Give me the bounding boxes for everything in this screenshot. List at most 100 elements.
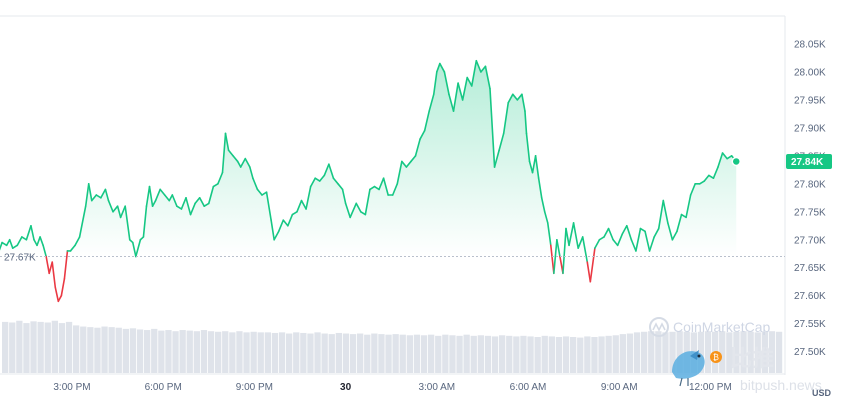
price-segment-up xyxy=(373,185,380,191)
price-segment-down xyxy=(586,261,592,283)
volume-bar xyxy=(94,327,101,373)
price-segment-up xyxy=(414,138,421,157)
price-segment-up xyxy=(630,238,637,252)
price-segment-up xyxy=(90,194,98,202)
price-segment-up xyxy=(439,62,446,73)
price-segment-up xyxy=(189,202,196,216)
volume-bar xyxy=(570,337,577,373)
price-segment-up xyxy=(198,196,206,207)
y-tick-label: 27.55K xyxy=(794,319,826,330)
price-segment-up xyxy=(534,155,540,180)
price-segment-up xyxy=(537,177,543,199)
volume-bar xyxy=(286,333,293,373)
volume-bar xyxy=(186,330,193,373)
x-tick-label: 6:00 PM xyxy=(145,382,182,393)
volume-bar xyxy=(392,334,399,373)
y-axis-ticks: 28.05K28.00K27.95K27.90K27.85K27.80K27.7… xyxy=(794,39,826,358)
price-segment-up xyxy=(540,196,546,213)
price-segment-up xyxy=(568,222,575,247)
price-segment-up xyxy=(717,152,724,168)
volume-bar xyxy=(293,332,300,373)
price-segment-up xyxy=(36,236,41,247)
volume-bar xyxy=(435,335,442,373)
price-segment-up xyxy=(369,185,376,191)
volume-bar xyxy=(406,335,413,373)
price-segment-up xyxy=(726,155,733,160)
volume-bar xyxy=(65,321,73,373)
price-segment-up xyxy=(100,188,107,199)
price-segment-up xyxy=(396,160,403,185)
price-segment-up xyxy=(236,160,242,168)
volume-bar xyxy=(612,335,619,373)
volume-bar xyxy=(513,336,520,373)
price-segment-up xyxy=(296,199,303,213)
volume-bar xyxy=(278,332,286,373)
price-segment-up xyxy=(256,188,263,196)
volume-bar xyxy=(257,332,264,373)
price-segment-up xyxy=(689,183,697,196)
price-segment-up xyxy=(8,238,14,249)
price-segment-up xyxy=(493,149,500,168)
price-segment-up xyxy=(180,196,187,210)
price-segment-up xyxy=(42,244,47,258)
volume-bar xyxy=(747,331,754,373)
price-segment-up xyxy=(212,183,219,188)
volume-bar xyxy=(271,332,279,373)
x-tick-label: 30 xyxy=(340,382,352,393)
price-segment-up xyxy=(489,87,496,168)
price-segment-up xyxy=(87,183,93,202)
x-tick-label: 12:00 PM xyxy=(689,382,732,393)
price-segment-up xyxy=(581,236,589,263)
reference-value-label: 27.67K xyxy=(4,253,36,264)
volume-bar xyxy=(520,335,527,373)
volume-bar xyxy=(775,331,783,373)
price-segment-up xyxy=(21,236,28,241)
price-segment-up xyxy=(119,205,126,219)
volume-bar xyxy=(449,335,456,373)
price-segment-up xyxy=(452,82,459,112)
volume-bar xyxy=(577,337,584,373)
volume-bar xyxy=(499,335,506,373)
y-tick-label: 27.90K xyxy=(794,123,826,134)
price-segment-up xyxy=(239,157,247,168)
volume-bar xyxy=(491,336,499,373)
volume-bar xyxy=(768,331,776,373)
price-segment-up xyxy=(703,174,710,182)
volume-bar xyxy=(534,337,541,373)
x-tick-label: 3:00 AM xyxy=(418,382,455,393)
price-segment-up xyxy=(419,129,426,140)
price-segment-up xyxy=(364,188,371,216)
price-segment-up xyxy=(116,205,122,219)
price-segment-up xyxy=(314,177,321,182)
price-segment-up xyxy=(712,166,719,180)
price-segment-up xyxy=(142,205,148,238)
price-segment-up xyxy=(671,230,678,241)
volume-bar xyxy=(44,322,51,373)
x-tick-label: 3:00 PM xyxy=(53,382,90,393)
price-segment-up xyxy=(644,230,651,252)
volume-bar xyxy=(136,329,144,373)
price-segment-up xyxy=(135,238,142,258)
volume-bar xyxy=(442,334,449,373)
price-segment-up xyxy=(11,244,19,249)
volume-bar xyxy=(676,331,683,373)
volume-bar xyxy=(229,332,236,373)
volume-bar xyxy=(364,334,371,373)
volume-bar xyxy=(207,331,215,373)
volume-bar xyxy=(73,325,80,373)
current-price-dot[interactable] xyxy=(731,156,741,167)
volume-bar xyxy=(754,332,761,373)
price-segment-up xyxy=(323,163,330,177)
price-segment-up xyxy=(466,76,473,87)
y-tick-label: 27.60K xyxy=(794,291,826,302)
price-segment-up xyxy=(531,155,537,174)
volume-bar xyxy=(605,335,612,373)
volume-bar xyxy=(761,331,768,373)
price-segment-up xyxy=(676,213,683,233)
y-axis-unit: USD xyxy=(812,388,832,398)
price-segment-up xyxy=(653,227,660,238)
volume-bar xyxy=(704,331,712,373)
price-segment-up xyxy=(95,194,102,199)
coinmarketcap-logo-icon xyxy=(649,317,669,337)
